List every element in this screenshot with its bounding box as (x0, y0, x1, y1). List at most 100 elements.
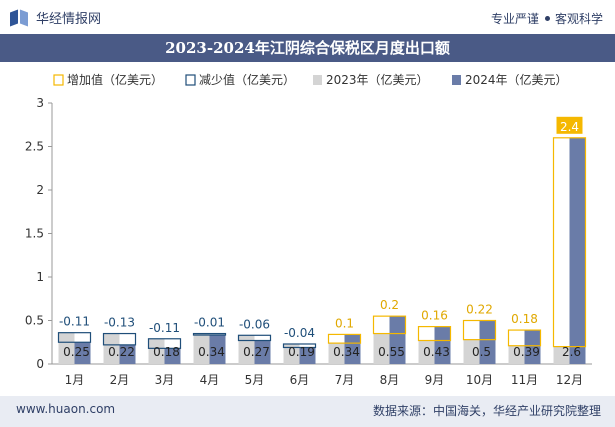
value-label: 0.25 (63, 345, 90, 359)
bar-2023 (58, 332, 75, 364)
x-tick-label: 9月 (425, 373, 445, 387)
value-label: 0.34 (198, 345, 225, 359)
change-label: -0.11 (149, 321, 180, 335)
decrease-box (282, 343, 317, 349)
bar-2023 (193, 333, 210, 364)
value-label: 0.19 (288, 345, 315, 359)
bar-2023 (148, 338, 165, 364)
footer-site: www.huaon.com (16, 402, 116, 416)
bar-2024 (254, 340, 271, 364)
legend-swatch (313, 75, 322, 85)
y-tick-label: 1 (36, 270, 44, 284)
x-tick-label: 2月 (110, 373, 130, 387)
slogan-left: 专业严谨 (490, 12, 539, 26)
change-label: 0.2 (380, 298, 399, 312)
bar-2023 (103, 333, 120, 364)
legend-label: 2023年（亿美元） (326, 72, 429, 87)
legend-label: 2024年（亿美元） (465, 72, 568, 87)
x-tick-label: 1月 (65, 373, 85, 387)
y-tick-label: 1.5 (25, 227, 44, 241)
top-bar (0, 0, 615, 34)
bar-2023 (418, 340, 435, 364)
bar-2024 (74, 342, 91, 364)
change-label: -0.01 (194, 316, 225, 330)
increase-box (372, 315, 407, 335)
x-tick-label: 7月 (335, 373, 355, 387)
y-tick-label: 0.5 (25, 314, 44, 328)
slogan: 专业严谨 客观科学 (491, 10, 603, 27)
change-label: 2.4 (560, 120, 579, 134)
bar-2024 (344, 334, 361, 364)
decrease-box (102, 332, 137, 346)
y-tick-label: 0 (36, 357, 44, 371)
legend-label: 减少值（亿美元） (199, 72, 295, 87)
decrease-box (57, 332, 92, 343)
increase-box (327, 333, 362, 344)
bar-2024 (434, 326, 451, 364)
bar-2024 (524, 330, 541, 364)
brand-name: 华经情报网 (36, 12, 102, 27)
bar-2023 (508, 345, 525, 364)
x-tick-label: 10月 (466, 373, 493, 387)
decrease-box (147, 338, 182, 349)
dot-icon (544, 16, 550, 21)
x-tick-label: 3月 (155, 373, 175, 387)
value-label: 0.39 (513, 345, 540, 359)
decrease-box (237, 334, 272, 342)
x-tick-label: 11月 (511, 373, 538, 387)
legend-swatch (452, 75, 461, 85)
bar-2024 (479, 320, 496, 364)
bar-2023 (238, 335, 255, 364)
brand-logo-icon (10, 9, 30, 27)
x-tick-label: 8月 (380, 373, 400, 387)
change-label: 0.18 (511, 312, 538, 326)
bar-2024 (389, 316, 406, 364)
bar-2023 (283, 343, 300, 364)
y-tick-label: 2 (36, 183, 44, 197)
x-tick-label: 12月 (556, 373, 583, 387)
increase-box (507, 329, 542, 347)
y-tick-label: 2.5 (25, 140, 44, 154)
bar-2024 (299, 347, 316, 364)
bar-2024 (119, 344, 136, 364)
increase-box (462, 319, 497, 341)
bar-2023 (553, 346, 570, 364)
change-label-highlight (556, 116, 583, 134)
increase-box (417, 325, 452, 342)
value-label: 0.55 (378, 345, 405, 359)
bar-2024 (164, 348, 181, 364)
footer-source: 数据来源：中国海关，华经产业研究院整理 (372, 404, 601, 418)
y-tick-label: 3 (36, 96, 44, 110)
brand: 华经情报网 (10, 8, 101, 27)
increase-box (552, 137, 587, 348)
bar-2023 (463, 339, 480, 364)
bar-2023 (373, 333, 390, 364)
x-tick-label: 5月 (245, 373, 265, 387)
chart-title: 2023-2024年江阴综合保税区月度出口额 (165, 39, 450, 57)
legend-swatch (53, 74, 64, 86)
x-tick-label: 6月 (290, 373, 310, 387)
change-label: -0.06 (239, 317, 270, 331)
change-label: 0.22 (466, 303, 493, 317)
slogan-right: 客观科学 (554, 12, 603, 26)
legend-swatch (185, 74, 196, 86)
change-label: -0.11 (59, 315, 90, 329)
title-band (0, 34, 615, 62)
change-label: 0.1 (335, 316, 354, 330)
chart-plot: 0 0.5 1 1.5 2 2.5 3 增加值（亿美元） 减少值（亿美元） 2023年（亿美元） 2… (25, 72, 592, 387)
value-label: 0.43 (423, 345, 450, 359)
value-label: 0.22 (108, 345, 135, 359)
change-label: 0.16 (421, 309, 448, 323)
change-label: -0.04 (284, 326, 315, 340)
bar-2023 (328, 343, 345, 364)
decrease-box (192, 332, 227, 336)
value-label: 0.34 (333, 345, 360, 359)
x-tick-label: 4月 (200, 373, 220, 387)
value-label: 0.18 (153, 345, 180, 359)
change-label: -0.13 (104, 316, 135, 330)
bar-2024 (209, 334, 226, 364)
legend-label: 增加值（亿美元） (67, 72, 163, 87)
bar-2024 (569, 137, 586, 364)
footer-band (0, 396, 615, 427)
